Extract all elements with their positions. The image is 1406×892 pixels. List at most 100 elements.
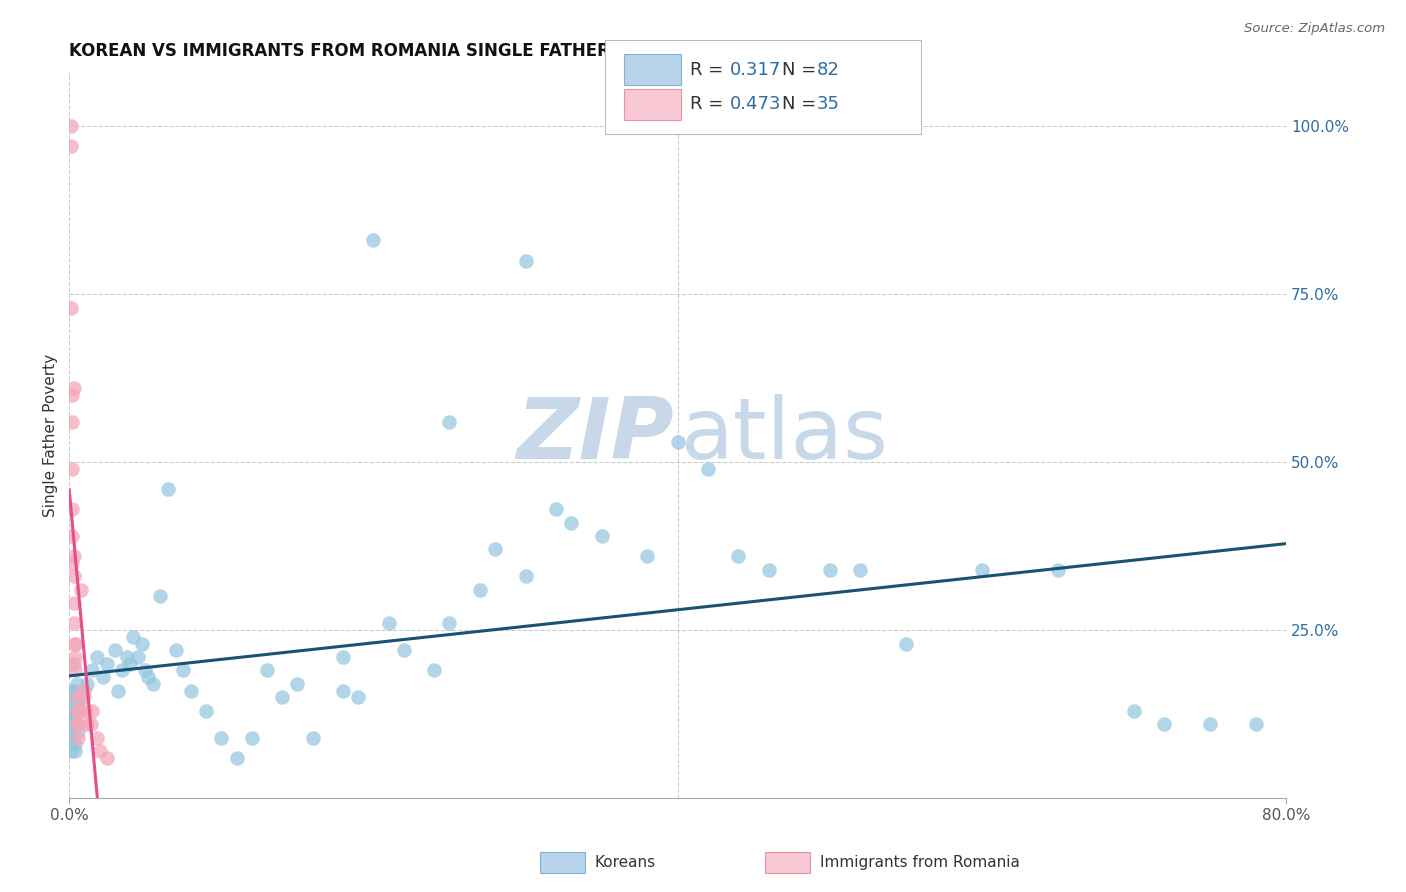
Point [65,664,87,678]
Point [59,139,82,153]
Point [120,657,142,671]
Point [894,636,917,650]
Point [66,717,89,731]
Point [60,704,83,718]
Point [65,744,87,758]
Point [62,683,84,698]
Point [62,657,84,671]
Point [209,731,232,745]
Point [560,516,582,530]
Point [80,664,103,678]
Text: KOREAN VS IMMIGRANTS FROM ROMANIA SINGLE FATHER POVERTY CORRELATION CHART: KOREAN VS IMMIGRANTS FROM ROMANIA SINGLE… [69,42,907,60]
Point [115,650,138,665]
Point [60,462,83,476]
Point [65,737,87,751]
Point [392,643,415,657]
Point [818,563,841,577]
Point [79,717,101,731]
Point [225,750,247,764]
Point [285,677,308,691]
Point [666,434,689,449]
Point [69,704,91,718]
Point [111,664,134,678]
Point [636,549,658,564]
Text: N =: N = [782,95,821,113]
Text: N =: N = [782,61,821,78]
Point [86,731,108,745]
Text: 0.473: 0.473 [730,95,782,113]
Point [970,563,993,577]
Point [544,502,567,516]
Point [180,683,202,698]
Point [62,381,84,395]
Point [62,697,84,711]
Point [423,664,446,678]
Point [60,388,83,402]
Point [131,636,153,650]
Point [727,549,749,564]
Point [59,744,82,758]
Point [62,569,84,583]
Point [66,690,89,705]
Point [65,636,87,650]
Point [136,670,159,684]
Point [1046,563,1069,577]
Point [59,301,82,315]
Point [96,657,118,671]
Point [80,704,103,718]
Point [377,616,399,631]
Point [157,482,180,496]
Point [240,731,263,745]
Point [67,717,90,731]
Point [91,670,114,684]
Point [66,704,89,718]
Point [1244,717,1267,731]
Point [72,683,94,698]
Point [73,683,96,698]
Point [62,704,84,718]
Point [301,731,323,745]
Point [122,630,145,644]
Point [62,549,84,564]
Point [484,542,506,557]
Text: 82: 82 [817,61,839,78]
Point [60,723,83,738]
Point [65,636,87,650]
Point [59,731,82,745]
Point [149,590,172,604]
Point [127,650,149,665]
Point [1153,717,1175,731]
Point [515,253,537,268]
Point [363,234,385,248]
Point [60,683,83,698]
Point [66,697,89,711]
Point [60,415,83,429]
Point [332,650,354,665]
Point [515,569,537,583]
Point [439,415,461,429]
Point [60,529,83,543]
Text: ZIP: ZIP [516,393,673,476]
Point [60,731,83,745]
Point [89,744,111,758]
Point [62,690,84,705]
Text: 35: 35 [817,95,839,113]
Point [758,563,780,577]
Point [76,717,98,731]
Point [256,664,278,678]
Point [849,563,872,577]
Point [59,657,82,671]
Point [69,704,91,718]
Text: R =: R = [690,95,730,113]
Point [96,750,118,764]
Point [73,690,96,705]
Point [67,723,90,738]
Point [468,582,491,597]
Point [172,664,194,678]
Point [104,643,127,657]
Point [60,556,83,570]
Point [107,683,129,698]
Point [591,529,613,543]
Point [62,616,84,631]
Point [271,690,294,705]
